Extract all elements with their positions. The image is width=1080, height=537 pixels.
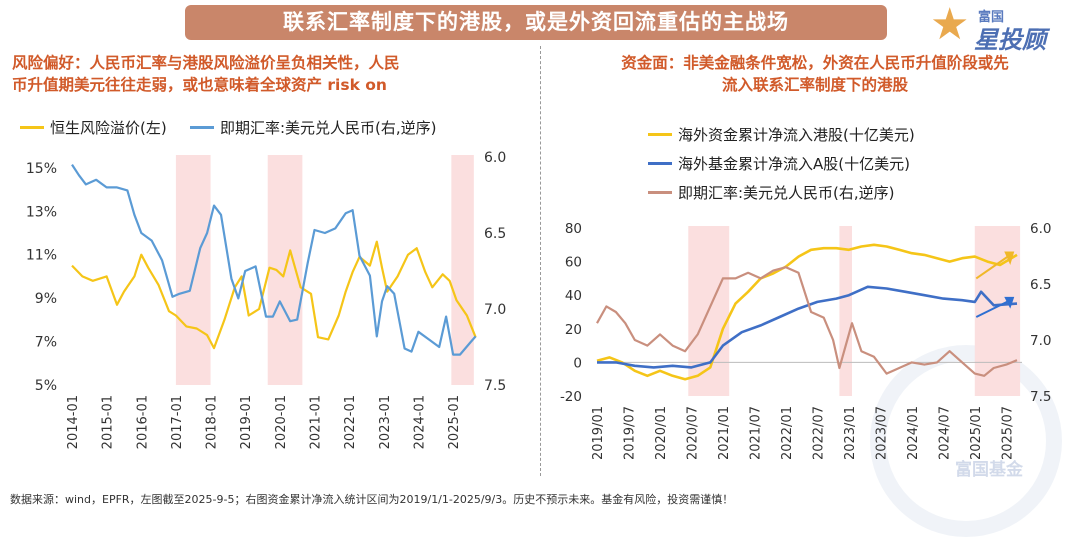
brand-logo: ★ 富国 星投顾 xyxy=(930,0,1070,55)
legend-swatch-darkblue xyxy=(648,162,672,165)
series-line xyxy=(596,243,1018,381)
x-tick-label: 2020/07 xyxy=(685,406,700,460)
trend-arrow-head xyxy=(1004,296,1015,309)
x-tick-label: 2019-01 xyxy=(239,395,254,449)
source-footnote: 数据来源：wind，EPFR，左图截至2025-9-5；右图资金累计净流入统计区… xyxy=(10,493,734,506)
x-tick-label: 2022/07 xyxy=(811,406,826,460)
right-subtitle: 资金面：非美金融条件宽松，外资在人民币升值阶段或先 流入联系汇率制度下的港股 xyxy=(555,52,1075,96)
x-tick-label: 2024-01 xyxy=(412,395,427,449)
right-subtitle-line: 资金面：非美金融条件宽松，外资在人民币升值阶段或先 xyxy=(621,54,1009,72)
y-left-tick-label: 13% xyxy=(26,204,57,220)
legend-item-hk-inflow: 海外资金累计净流入港股(十亿美元) xyxy=(648,124,915,145)
legend-swatch-blue xyxy=(190,126,214,129)
x-tick-label: 2022/01 xyxy=(780,406,795,460)
legend-label: 即期汇率:美元兑人民币(右,逆序) xyxy=(678,184,895,202)
trend-arrow xyxy=(975,299,1011,318)
y-left-tick-label: 0 xyxy=(573,355,582,371)
x-tick-label: 2016-01 xyxy=(135,395,150,449)
left-subtitle-line: 币升值期美元往往走弱，或也意味着全球资产 risk on xyxy=(12,76,387,94)
star-icon: ★ xyxy=(930,0,970,50)
y-left-tick-label: 5% xyxy=(35,378,57,394)
legend-item-a-share-inflow: 海外基金累计净流入A股(十亿美元) xyxy=(648,153,910,174)
legend-item-fx-rate-right: 即期汇率:美元兑人民币(右,逆序) xyxy=(648,182,895,203)
x-tick-label: 2021-01 xyxy=(308,395,323,449)
x-tick-label: 2015-01 xyxy=(101,395,116,449)
y-left-tick-label: 20 xyxy=(565,322,582,338)
y-right-tick-label: 7.5 xyxy=(1030,389,1051,405)
y-left-tick-label: 7% xyxy=(35,335,57,351)
shaded-period xyxy=(175,155,211,385)
legend-swatch-yellow xyxy=(648,133,672,136)
x-tick-label: 2022-01 xyxy=(343,395,358,449)
shaded-period xyxy=(974,226,1021,396)
x-tick-label: 2019/07 xyxy=(622,406,637,460)
y-right-tick-label: 6.0 xyxy=(484,150,506,166)
legend-label: 海外资金累计净流入港股(十亿美元) xyxy=(678,126,915,144)
page-banner-title: 联系汇率制度下的港股，或是外资回流重估的主战场 xyxy=(185,5,887,40)
y-right-tick-label: 7.5 xyxy=(484,378,506,394)
series-line xyxy=(71,240,477,350)
x-tick-label: 2021/07 xyxy=(748,406,763,460)
y-left-tick-label: 15% xyxy=(26,161,57,177)
trend-arrow-head xyxy=(1004,251,1015,265)
left-subtitle-line: 风险偏好：人民币汇率与港股风险溢价呈负相关性，人民 xyxy=(12,54,400,72)
x-tick-label: 2024/01 xyxy=(906,406,921,460)
logo-main-text: 星投顾 xyxy=(974,26,1046,54)
x-tick-label: 2024/07 xyxy=(937,406,952,460)
charts-canvas: 15% 13% 11% 9% 7% 5% 6.0 6.5 7.0 7.5 2014-01 2015-0… xyxy=(26,150,1052,460)
legend-label: 海外基金累计净流入A股(十亿美元) xyxy=(678,155,910,173)
x-tick-label: 2021/01 xyxy=(717,406,732,460)
watermark-text: 富国基金 xyxy=(955,460,1023,480)
x-tick-label: 2023/01 xyxy=(843,406,858,460)
right-subtitle-line: 流入联系汇率制度下的港股 xyxy=(721,76,908,94)
legend-label: 恒生风险溢价(左) xyxy=(50,119,167,137)
y-left-tick-label: 9% xyxy=(35,291,57,307)
x-tick-label: 2020/01 xyxy=(654,406,669,460)
legend-swatch-yellow xyxy=(20,126,44,129)
x-tick-label: 2025/01 xyxy=(969,406,984,460)
shaded-period xyxy=(839,226,852,396)
y-left-tick-label: 40 xyxy=(565,288,582,304)
series-line xyxy=(596,266,1018,377)
x-tick-label: 2018-01 xyxy=(205,395,220,449)
x-tick-label: 2023-01 xyxy=(378,395,393,449)
x-tick-label: 2014-01 xyxy=(66,395,81,449)
x-tick-label: 2020-01 xyxy=(274,395,289,449)
panel-divider xyxy=(540,46,541,476)
legend-item-fx-rate: 即期汇率:美元兑人民币(右,逆序) xyxy=(190,117,437,138)
trend-arrow xyxy=(975,254,1011,280)
x-tick-label: 2019/01 xyxy=(591,406,606,460)
y-right-tick-label: 6.5 xyxy=(484,226,506,242)
logo-top-text: 富国 xyxy=(978,10,1005,25)
series-line xyxy=(597,285,1018,369)
y-left-tick-label: 80 xyxy=(565,221,582,237)
y-left-tick-label: 11% xyxy=(26,248,57,264)
x-tick-label: 2025/07 xyxy=(1000,406,1015,460)
y-right-tick-label: 6.5 xyxy=(1030,277,1051,293)
shaded-period xyxy=(451,155,474,385)
y-right-tick-label: 6.0 xyxy=(1030,221,1051,237)
legend-label: 即期汇率:美元兑人民币(右,逆序) xyxy=(220,119,437,137)
legend-item-risk-premium: 恒生风险溢价(左) xyxy=(20,117,167,138)
y-left-tick-label: -20 xyxy=(560,389,582,405)
x-tick-label: 2025-01 xyxy=(447,395,462,449)
y-right-tick-label: 7.0 xyxy=(484,302,506,318)
y-right-tick-label: 7.0 xyxy=(1030,333,1051,349)
x-tick-label: 2023/07 xyxy=(874,406,889,460)
series-line xyxy=(71,163,477,356)
x-tick-label: 2017-01 xyxy=(170,395,185,449)
left-subtitle: 风险偏好：人民币汇率与港股风险溢价呈负相关性，人民 币升值期美元往往走弱，或也意… xyxy=(12,52,532,96)
y-left-tick-label: 60 xyxy=(565,255,582,271)
legend-swatch-brown xyxy=(648,191,672,194)
